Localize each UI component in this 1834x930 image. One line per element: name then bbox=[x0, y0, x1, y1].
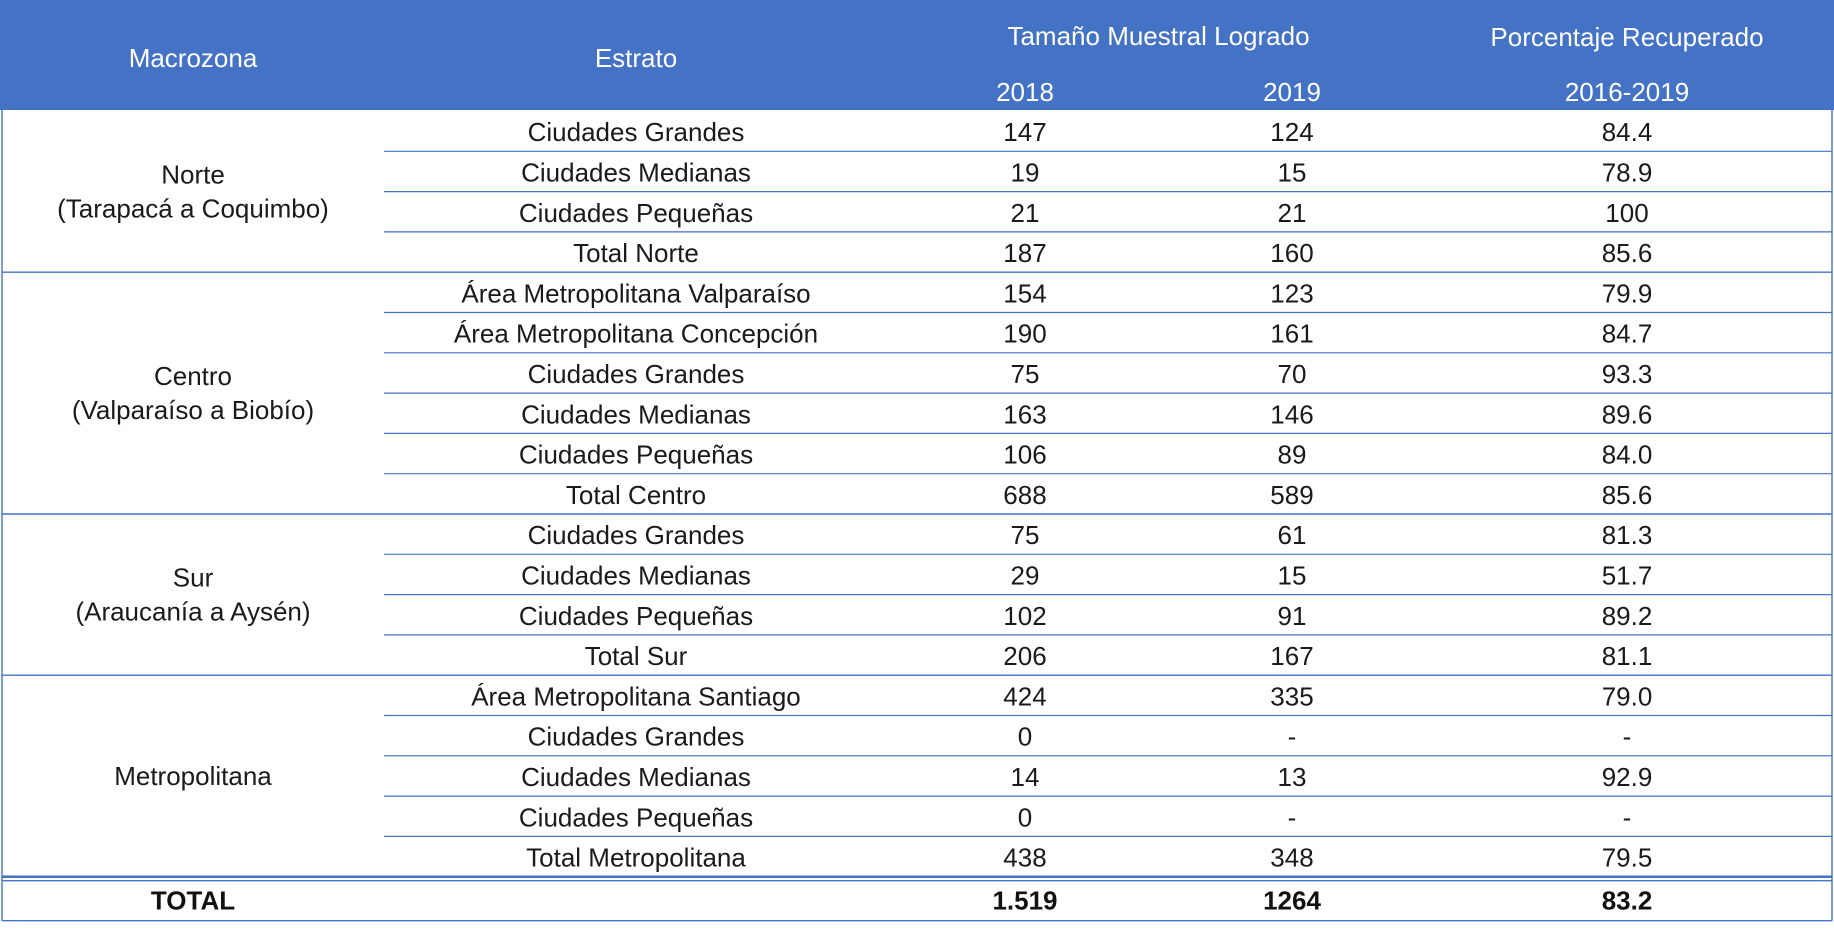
estrato-cell: Total Centro bbox=[566, 480, 706, 510]
total-label: TOTAL bbox=[151, 886, 235, 916]
pct-cell: 85.6 bbox=[1602, 480, 1653, 510]
value-2019-cell: 15 bbox=[1278, 560, 1307, 590]
pct-cell: 89.6 bbox=[1602, 399, 1653, 429]
value-2018-cell: 19 bbox=[1011, 157, 1040, 187]
header-macrozona: Macrozona bbox=[129, 43, 258, 73]
value-2019-cell: 89 bbox=[1278, 440, 1307, 470]
header-tamano-muestral: Tamaño Muestral Logrado bbox=[1007, 21, 1309, 51]
estrato-cell: Ciudades Medianas bbox=[521, 560, 751, 590]
value-2019-cell: 348 bbox=[1270, 843, 1313, 873]
value-2018-cell: 14 bbox=[1011, 762, 1040, 792]
macrozona-sub: (Tarapacá a Coquimbo) bbox=[57, 194, 329, 224]
value-2018-cell: 190 bbox=[1003, 319, 1046, 349]
value-2019-cell: 589 bbox=[1270, 480, 1313, 510]
value-2018-cell: 29 bbox=[1011, 560, 1040, 590]
pct-cell: 100 bbox=[1605, 198, 1648, 228]
value-2018-cell: 102 bbox=[1003, 601, 1046, 631]
header-porcentaje-recuperado: Porcentaje Recuperado bbox=[1490, 22, 1763, 52]
value-2019-cell: 15 bbox=[1278, 157, 1307, 187]
value-2018-cell: 0 bbox=[1018, 722, 1032, 752]
estrato-cell: Total Norte bbox=[573, 238, 699, 268]
macrozona-name: Sur bbox=[173, 563, 214, 593]
pct-cell: 81.1 bbox=[1602, 641, 1653, 671]
value-2019-cell: 70 bbox=[1278, 359, 1307, 389]
pct-cell: 78.9 bbox=[1602, 157, 1653, 187]
pct-cell: 84.0 bbox=[1602, 440, 1653, 470]
pct-cell: 84.7 bbox=[1602, 319, 1653, 349]
macrozona-sub: (Valparaíso a Biobío) bbox=[72, 395, 314, 425]
estrato-cell: Ciudades Pequeñas bbox=[519, 601, 753, 631]
value-2019-cell: 21 bbox=[1278, 198, 1307, 228]
value-2019-cell: 124 bbox=[1270, 117, 1313, 147]
header-year-2018: 2018 bbox=[996, 77, 1054, 107]
pct-cell: - bbox=[1623, 722, 1632, 752]
pct-cell: 79.5 bbox=[1602, 843, 1653, 873]
value-2019-cell: 161 bbox=[1270, 319, 1313, 349]
header-estrato: Estrato bbox=[595, 43, 677, 73]
pct-cell: - bbox=[1623, 802, 1632, 832]
value-2018-cell: 21 bbox=[1011, 198, 1040, 228]
macrozona-sub: (Araucanía a Aysén) bbox=[75, 597, 310, 627]
pct-cell: 79.0 bbox=[1602, 681, 1653, 711]
pct-cell: 84.4 bbox=[1602, 117, 1653, 147]
value-2019-cell: 123 bbox=[1270, 278, 1313, 308]
total-pct: 83.2 bbox=[1602, 886, 1653, 916]
pct-cell: 85.6 bbox=[1602, 238, 1653, 268]
value-2018-cell: 187 bbox=[1003, 238, 1046, 268]
header-year-2019: 2019 bbox=[1263, 77, 1321, 107]
value-2019-cell: 91 bbox=[1278, 601, 1307, 631]
estrato-cell: Ciudades Grandes bbox=[528, 117, 745, 147]
value-2019-cell: 335 bbox=[1270, 681, 1313, 711]
pct-cell: 93.3 bbox=[1602, 359, 1653, 389]
value-2018-cell: 147 bbox=[1003, 117, 1046, 147]
estrato-cell: Ciudades Medianas bbox=[521, 762, 751, 792]
pct-cell: 81.3 bbox=[1602, 520, 1653, 550]
estrato-cell: Ciudades Pequeñas bbox=[519, 802, 753, 832]
value-2018-cell: 75 bbox=[1011, 520, 1040, 550]
estrato-cell: Área Metropolitana Concepción bbox=[454, 319, 818, 349]
pct-cell: 51.7 bbox=[1602, 560, 1653, 590]
table-header-bg bbox=[0, 0, 1834, 110]
value-2019-cell: - bbox=[1288, 722, 1297, 752]
estrato-cell: Ciudades Grandes bbox=[528, 520, 745, 550]
estrato-cell: Ciudades Pequeñas bbox=[519, 198, 753, 228]
value-2019-cell: - bbox=[1288, 802, 1297, 832]
estrato-cell: Ciudades Grandes bbox=[528, 359, 745, 389]
value-2019-cell: 146 bbox=[1270, 399, 1313, 429]
total-2019: 1264 bbox=[1263, 886, 1321, 916]
macrozona-name: Metropolitana bbox=[114, 761, 272, 791]
value-2018-cell: 163 bbox=[1003, 399, 1046, 429]
pct-cell: 92.9 bbox=[1602, 762, 1653, 792]
header-period: 2016-2019 bbox=[1565, 77, 1689, 107]
macrozona-name: Centro bbox=[154, 361, 232, 391]
estrato-cell: Ciudades Medianas bbox=[521, 399, 751, 429]
value-2018-cell: 438 bbox=[1003, 843, 1046, 873]
value-2019-cell: 13 bbox=[1278, 762, 1307, 792]
value-2018-cell: 0 bbox=[1018, 802, 1032, 832]
value-2019-cell: 160 bbox=[1270, 238, 1313, 268]
value-2018-cell: 688 bbox=[1003, 480, 1046, 510]
estrato-cell: Ciudades Grandes bbox=[528, 722, 745, 752]
value-2018-cell: 75 bbox=[1011, 359, 1040, 389]
value-2019-cell: 61 bbox=[1278, 520, 1307, 550]
macrozona-name: Norte bbox=[161, 160, 225, 190]
estrato-cell: Total Metropolitana bbox=[526, 843, 746, 873]
estrato-cell: Total Sur bbox=[585, 641, 688, 671]
value-2018-cell: 106 bbox=[1003, 440, 1046, 470]
value-2018-cell: 154 bbox=[1003, 278, 1046, 308]
estrato-cell: Área Metropolitana Santiago bbox=[471, 681, 801, 711]
pct-cell: 89.2 bbox=[1602, 601, 1653, 631]
estrato-cell: Área Metropolitana Valparaíso bbox=[461, 278, 810, 308]
total-2018: 1.519 bbox=[992, 886, 1057, 916]
value-2018-cell: 206 bbox=[1003, 641, 1046, 671]
estrato-cell: Ciudades Medianas bbox=[521, 157, 751, 187]
value-2019-cell: 167 bbox=[1270, 641, 1313, 671]
pct-cell: 79.9 bbox=[1602, 278, 1653, 308]
value-2018-cell: 424 bbox=[1003, 681, 1046, 711]
estrato-cell: Ciudades Pequeñas bbox=[519, 440, 753, 470]
